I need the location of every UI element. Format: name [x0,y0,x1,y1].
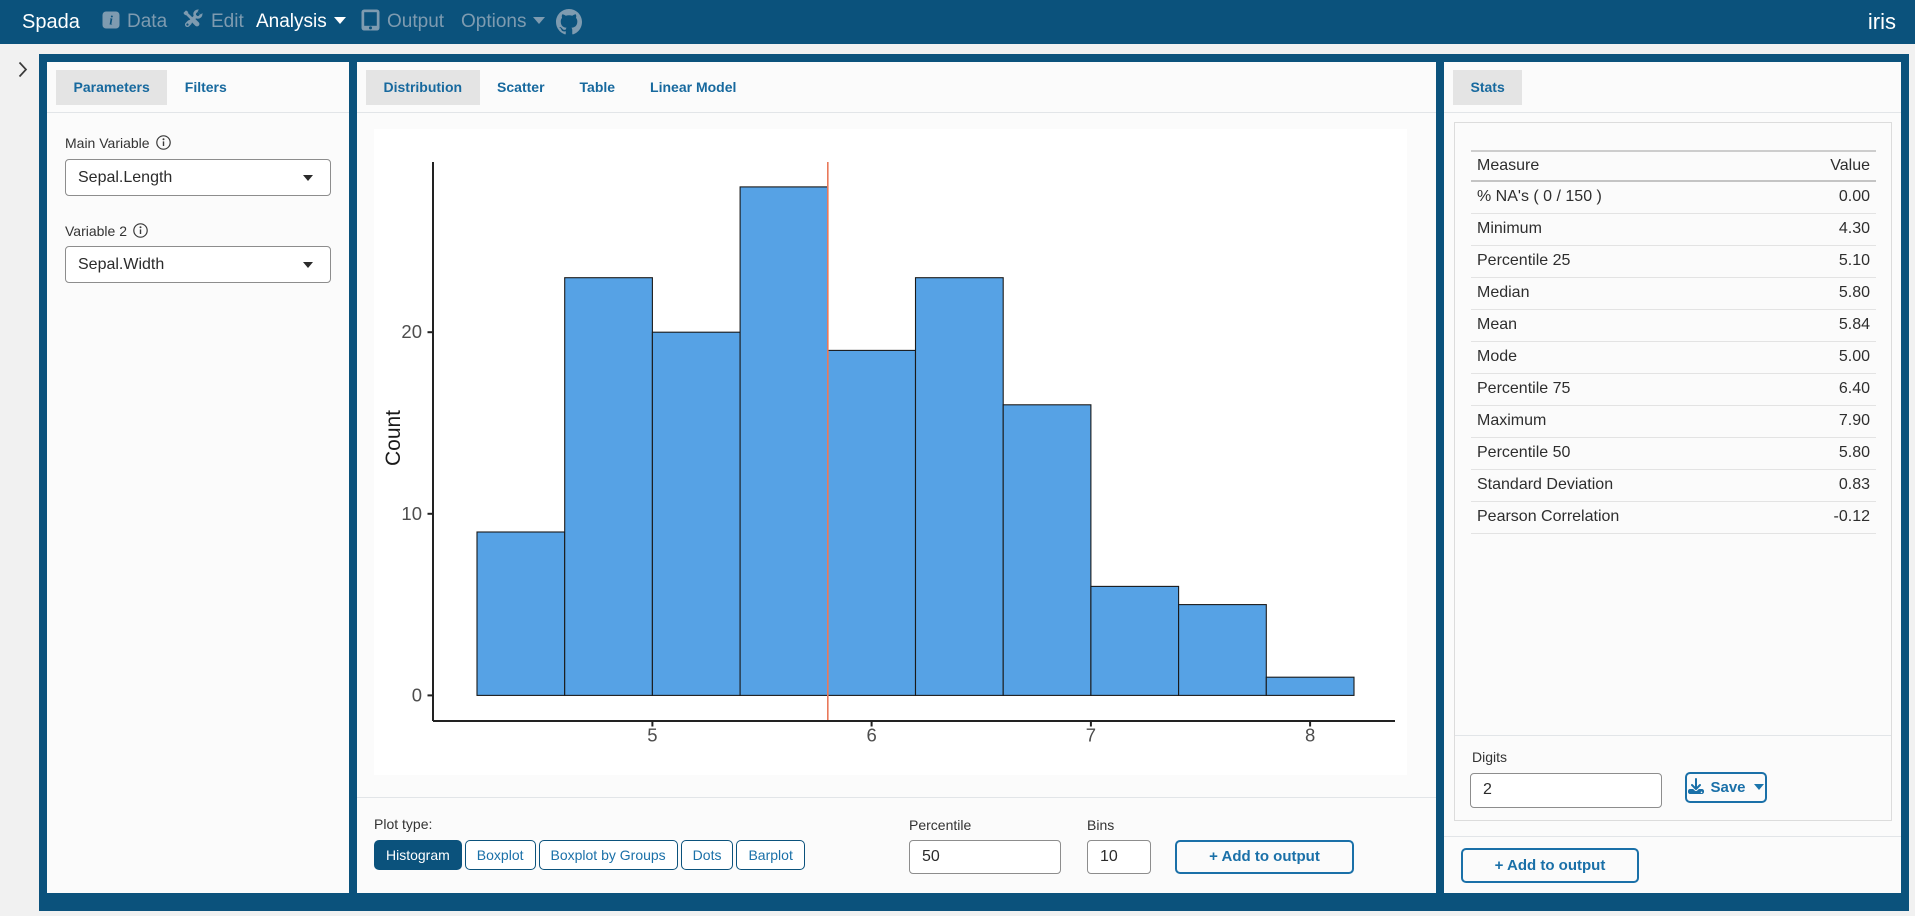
svg-text:8: 8 [1305,725,1315,746]
svg-text:5: 5 [647,725,657,746]
svg-text:Count: Count [382,410,405,466]
svg-text:6: 6 [866,725,876,746]
svg-text:10: 10 [401,503,422,524]
svg-text:0: 0 [412,684,422,705]
svg-text:20: 20 [401,321,422,342]
svg-text:7: 7 [1086,725,1096,746]
svg-text:i: i [109,12,113,27]
